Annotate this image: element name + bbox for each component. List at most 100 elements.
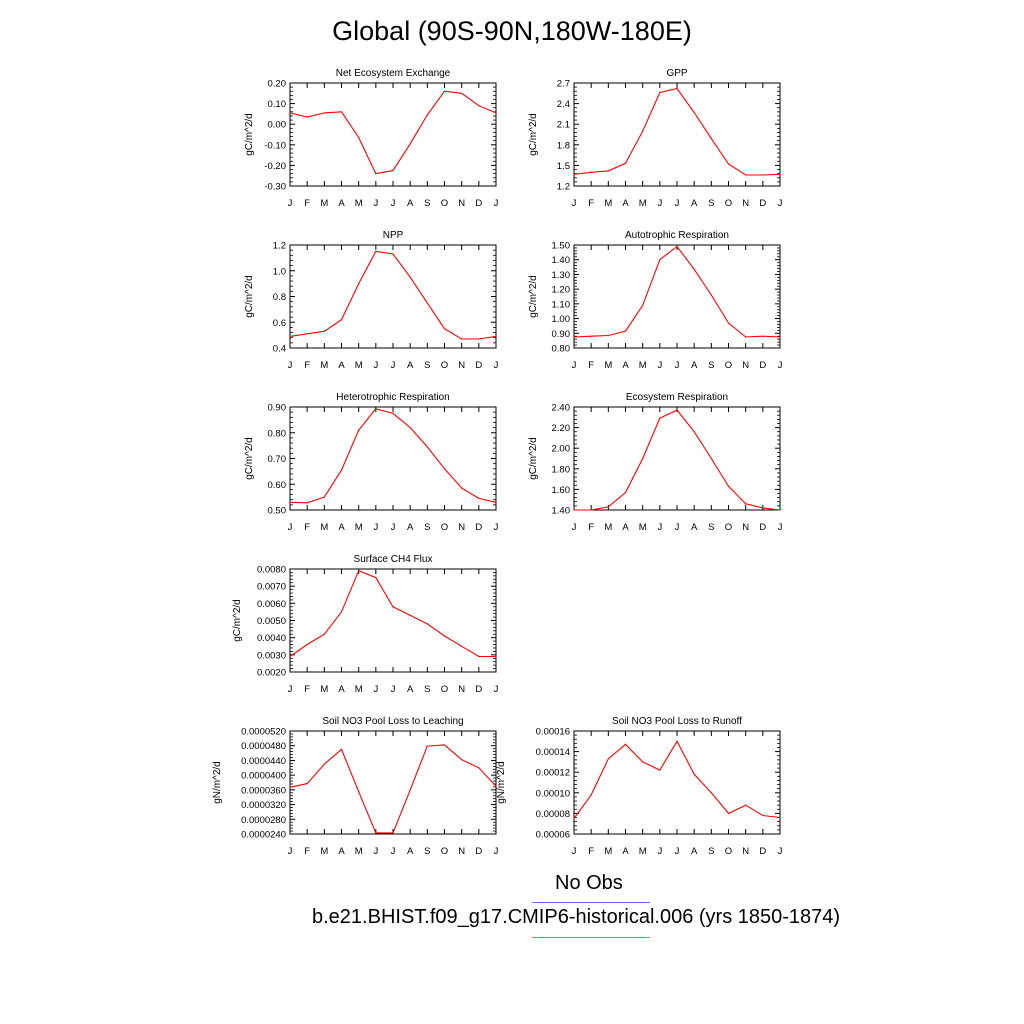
series-line [289,250,497,340]
x-tick-label: N [458,846,465,857]
x-tick-label: A [691,522,698,533]
x-tick-label: J [675,846,680,857]
y-tick-label: 1.30 [552,270,571,281]
y-tick-label: 0.0020 [257,668,286,679]
x-tick-label: J [391,360,396,371]
x-tick-label: J [391,846,396,857]
chart-title: Autotrophic Respiration [625,230,729,241]
data-point [590,794,592,796]
chart-panel-8: Soil NO3 Pool Loss to Leaching gN/m^2/d 0.… [212,716,499,857]
y-axis-label: gN/m^2/d [212,761,223,804]
y-tick-label: 0.50 [268,506,287,517]
data-point [659,92,661,94]
x-tick-label: A [338,360,345,371]
data-point [306,502,308,504]
series-line [574,409,781,511]
data-point [607,758,609,760]
data-point [340,319,343,321]
data-point [392,606,394,608]
x-tick-label: M [355,684,363,695]
y-tick-label: 0.00014 [536,747,570,758]
data-point [590,335,592,337]
x-tick-label: S [424,684,430,695]
data-point [676,409,678,411]
x-tick-label: J [288,198,293,209]
x-tick-label: D [759,522,766,533]
y-tick-label: 0.8 [273,292,286,303]
data-point [323,763,325,765]
data-point [392,832,394,834]
x-tick-label: O [441,684,448,695]
data-point [624,162,627,164]
x-tick-label: A [338,522,345,533]
data-point [375,173,377,175]
data-point [289,335,291,338]
x-tick-label: A [407,198,414,209]
x-tick-label: F [588,198,594,209]
data-point [693,431,695,433]
x-tick-label: J [572,846,577,857]
data-point [573,509,575,511]
data-point [426,623,428,625]
chart-panel-5: Heterotrophic Respiration gC/m^2/d 0.90 0.8… [244,392,499,533]
y-tick-label: 1.00 [552,314,571,325]
y-tick-label: 1.40 [552,255,571,266]
plot-frame [573,730,781,835]
data-point [495,785,497,787]
data-point [642,761,644,763]
x-tick-label: M [604,846,612,857]
y-axis-label: gC/m^2/d [528,275,539,318]
data-point [659,417,661,419]
y-tick-label: 0.0050 [257,616,286,627]
chart-panel-7: Surface CH4 Flux gC/m^2/d 0.0080 0.0070 0.00… [232,554,499,695]
x-tick-label: O [725,522,732,533]
y-tick-label: 2.40 [552,403,571,414]
x-tick-label: J [391,198,396,209]
data-point [426,446,428,448]
data-point [323,633,325,635]
x-tick-label: A [622,846,629,857]
x-tick-label: J [494,684,499,695]
x-tick-label: O [441,522,448,533]
data-point [358,570,360,572]
x-tick-label: F [304,360,310,371]
x-tick-label: J [778,198,783,209]
legend-case-line [532,937,650,938]
data-point [478,497,480,500]
data-point [409,427,411,429]
data-point [358,283,360,285]
y-tick-label: 0.00010 [536,788,570,799]
data-point [358,429,360,431]
y-tick-label: 0.20 [268,79,287,90]
data-point [461,92,463,94]
x-tick-label: N [742,846,749,857]
plot-frame [289,406,497,511]
x-tick-label: A [407,522,414,533]
data-point [443,468,446,470]
y-tick-label: 0.0080 [257,565,286,576]
data-point [375,250,377,253]
data-point [306,333,308,335]
y-tick-label: 0.60 [268,480,287,491]
data-point [676,87,678,90]
y-tick-label: 0.90 [268,403,287,414]
data-point [289,786,291,788]
data-point [607,170,609,172]
data-point [693,111,695,114]
data-point [340,611,343,613]
x-tick-label: D [759,360,766,371]
data-point [289,655,291,658]
x-tick-label: O [725,846,732,857]
y-tick-label: 2.00 [552,444,571,455]
data-point [289,501,291,503]
data-point [495,112,497,114]
x-tick-label: D [475,360,482,371]
data-point [306,783,308,785]
x-tick-label: N [742,360,749,371]
data-point [461,645,463,647]
data-point [461,759,463,761]
chart-panel-4: Autotrophic Respiration gC/m^2/d 1.50 1.40 1… [528,230,783,371]
chart-title: Ecosystem Respiration [626,392,728,403]
y-tick-label: 2.7 [557,79,570,90]
data-point [693,268,695,270]
